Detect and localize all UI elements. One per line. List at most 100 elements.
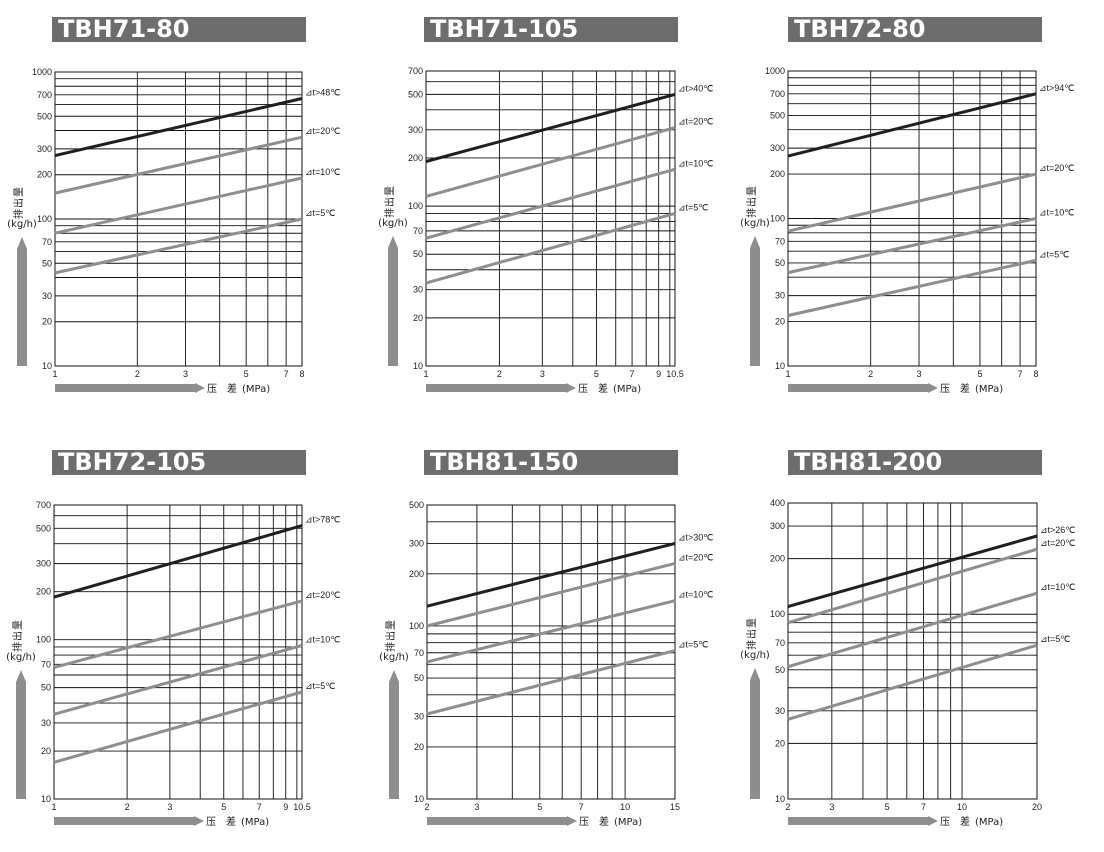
y-tick-label: 30 <box>41 718 51 728</box>
x-axis-label-char: 压 <box>940 383 950 395</box>
y-axis-unit: (kg/h) <box>378 218 408 229</box>
y-tick-label: 20 <box>41 746 51 756</box>
y-tick-label: 200 <box>408 153 423 163</box>
y-tick-label: 700 <box>37 90 52 100</box>
y-axis-arrow-shaft <box>17 249 27 366</box>
x-axis-label-char: 差 <box>227 382 237 395</box>
series-label: ⊿t=5℃ <box>1040 634 1070 644</box>
series-label: ⊿t=10℃ <box>1039 208 1074 218</box>
y-tick-label: 20 <box>413 313 423 323</box>
y-tick-label: 500 <box>37 111 52 121</box>
x-tick-label: 7 <box>1018 369 1023 379</box>
y-tick-label: 10 <box>775 794 785 804</box>
y-tick-label: 400 <box>770 498 785 508</box>
y-axis-arrow-shaft <box>389 682 399 799</box>
x-tick-label: 2 <box>424 802 429 812</box>
y-tick-label: 100 <box>409 621 424 631</box>
series-label: ⊿t=5℃ <box>305 208 335 218</box>
y-tick-label: 30 <box>414 711 424 721</box>
series-label: ⊿t=20℃ <box>678 117 713 127</box>
series-line <box>54 176 303 235</box>
y-axis-unit: (kg/h) <box>740 650 770 661</box>
chart-title-bar <box>52 17 306 42</box>
chart-title: TBH71-80 <box>58 15 190 43</box>
x-tick-label: 7 <box>921 802 926 812</box>
y-axis-arrow-shaft <box>750 248 760 366</box>
series-label: ⊿t=10℃ <box>1040 582 1075 592</box>
y-axis-label-char: 量 <box>12 620 24 630</box>
x-axis-unit: (MPa) <box>614 817 642 828</box>
y-axis-label-char: 排 <box>11 642 24 652</box>
series-label: ⊿t=10℃ <box>305 634 340 644</box>
x-tick-label: 7 <box>630 369 635 379</box>
x-tick-label: 20 <box>1032 802 1042 812</box>
y-axis-label-char: 量 <box>384 186 396 196</box>
x-axis-unit: (MPa) <box>242 384 270 395</box>
y-tick-label: 200 <box>409 569 424 579</box>
y-axis-arrow-head <box>16 670 26 682</box>
y-tick-label: 700 <box>770 89 785 99</box>
series-line <box>425 92 676 163</box>
x-tick-label: 1 <box>423 369 428 379</box>
chart-title-bar <box>52 450 306 475</box>
series-line <box>54 97 303 158</box>
x-axis-arrow-head <box>194 816 204 826</box>
y-axis-label-char: 量 <box>13 187 25 197</box>
y-axis-label-char: 排 <box>12 209 25 219</box>
y-axis-label-char: 出 <box>12 198 25 208</box>
y-tick-label: 50 <box>413 249 423 259</box>
x-tick-label: 1 <box>785 369 790 379</box>
y-tick-label: 100 <box>408 201 423 211</box>
y-axis-label-char: 量 <box>746 186 758 196</box>
series-label: ⊿t>26℃ <box>1040 525 1075 535</box>
series-label: ⊿t=5℃ <box>305 681 335 691</box>
series-line <box>53 643 303 716</box>
series-line <box>787 92 1037 158</box>
y-tick-label: 70 <box>41 659 51 669</box>
chart-title: TBH81-150 <box>430 448 578 476</box>
y-axis-label-char: 出 <box>383 197 396 207</box>
y-tick-label: 50 <box>414 673 424 683</box>
y-tick-label: 500 <box>409 500 424 510</box>
y-axis-unit: (kg/h) <box>6 652 36 663</box>
x-axis-arrow-head <box>567 816 577 826</box>
y-tick-label: 100 <box>36 635 51 645</box>
x-tick-label: 10.5 <box>293 802 311 812</box>
x-axis-arrow-shaft <box>788 384 928 392</box>
plot-frame <box>53 504 303 800</box>
x-axis-arrow-head <box>195 383 205 393</box>
x-axis-arrow-head <box>928 383 938 393</box>
y-tick-label: 300 <box>409 538 424 548</box>
y-axis-arrow-head <box>17 237 27 249</box>
series-line <box>787 172 1037 233</box>
x-tick-label: 1 <box>52 369 57 379</box>
y-axis-arrow-shaft <box>750 680 760 799</box>
x-axis-label-char: 压 <box>578 383 588 395</box>
series-line <box>425 126 676 198</box>
series-line <box>426 561 676 628</box>
series-label: ⊿t=20℃ <box>1040 538 1075 548</box>
series-label: ⊿t>94℃ <box>1039 83 1074 93</box>
y-axis-arrow-shaft <box>16 682 26 799</box>
x-tick-label: 8 <box>299 369 304 379</box>
chart-panel: TBH81-200 10 20 30 50 70 100 200 300 400 2 3 5 7 10 20 ⊿… <box>740 448 1075 828</box>
chart-title: TBH81-200 <box>794 448 942 476</box>
plot-frame <box>425 70 676 367</box>
x-tick-label: 7 <box>284 369 289 379</box>
x-tick-label: 5 <box>977 369 982 379</box>
y-tick-label: 10 <box>41 794 51 804</box>
chart-title-bar <box>788 450 1042 475</box>
x-tick-label: 5 <box>244 369 249 379</box>
series-line <box>53 599 303 669</box>
y-tick-label: 1000 <box>765 66 785 76</box>
x-tick-label: 3 <box>917 369 922 379</box>
y-tick-label: 50 <box>42 258 52 268</box>
y-tick-label: 200 <box>37 170 52 180</box>
x-tick-label: 5 <box>594 369 599 379</box>
chart-title: TBH71-105 <box>430 15 578 43</box>
y-axis-label-char: 排 <box>383 208 396 218</box>
y-tick-label: 30 <box>42 291 52 301</box>
y-tick-label: 20 <box>775 317 785 327</box>
chart-title-bar <box>424 17 678 42</box>
